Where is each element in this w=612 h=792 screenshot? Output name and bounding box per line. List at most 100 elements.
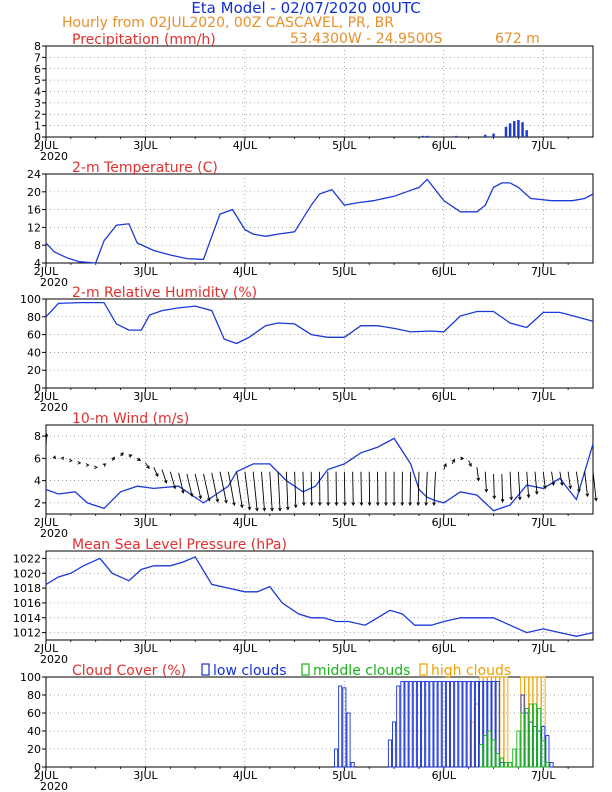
cloud-bar-high-clouds — [503, 676, 509, 768]
wind-arrow-head — [392, 502, 396, 507]
wind-arrow — [310, 471, 313, 506]
x-tick-label: 5JUL — [332, 516, 357, 529]
y-tick-label: 24 — [27, 168, 41, 181]
wind-arrow-head — [416, 502, 421, 507]
x-tick-label: 7JUL — [531, 265, 556, 278]
y-tick-label: 1016 — [13, 597, 41, 610]
wind-arrow-head — [560, 482, 564, 486]
wind-arrow — [360, 471, 362, 506]
x-tick-label: 7JUL — [531, 642, 556, 655]
cloud-bar-low-clouds — [421, 681, 426, 768]
wind-arrow-head — [568, 485, 573, 490]
cloud-bar-low-clouds — [346, 712, 351, 768]
wind-arrow-head — [240, 504, 244, 509]
cloud-bar-middle-clouds — [528, 703, 533, 768]
legend-swatch — [301, 663, 310, 676]
x-tick-label: 6JUL — [432, 516, 457, 529]
legend-swatch — [201, 663, 210, 676]
wind-arrow-head — [172, 485, 177, 490]
x-tick-label: 7JUL — [531, 516, 556, 529]
wind-arrow — [277, 471, 281, 511]
wind-arrow-head — [318, 502, 322, 507]
cloud-bar-middle-clouds — [532, 703, 537, 768]
cloud-bar-low-clouds — [528, 721, 533, 768]
cloud-bar-low-clouds — [404, 681, 409, 768]
cloud-legend: low clouds middle clouds high clouds — [201, 663, 511, 679]
x-tick-label: 2JUL — [34, 769, 59, 782]
cloud-bar-middle-clouds — [487, 730, 492, 768]
wind-arrow — [592, 471, 597, 501]
cloud-bar-middle-clouds — [499, 757, 504, 768]
wind-arrow — [302, 471, 305, 506]
wind-arrow — [211, 472, 219, 502]
y-tick-label: 100 — [20, 293, 41, 306]
cloud-bar-low-clouds — [441, 681, 446, 768]
precip-bar — [421, 135, 425, 137]
cloud-bar-low-clouds — [437, 681, 442, 768]
x-tick-label: 3JUL — [133, 516, 158, 529]
legend-label: middle clouds — [313, 663, 410, 679]
cloud-bar-low-clouds — [495, 681, 500, 768]
y-tick-label: 3 — [34, 97, 41, 110]
wind-arrow-head — [594, 497, 598, 502]
cloud-bar-low-clouds — [541, 726, 546, 768]
cloud-bar-low-clouds — [433, 681, 438, 768]
wind-arrow-head — [443, 463, 447, 467]
cloud-bar-middle-clouds — [524, 708, 529, 768]
panel-title: 2-m Relative Humidity (%) — [72, 285, 257, 301]
y-tick-label: 1022 — [13, 552, 41, 565]
wind-arrow-head — [60, 456, 64, 461]
panel-6: 0 20 40 60 80 100 2JUL 3JUL 4JUL 5JUL 6JUL 7JUL 2020… — [20, 663, 594, 792]
cloud-bar-low-clouds — [549, 762, 554, 768]
cloud-bar-low-clouds — [416, 681, 421, 768]
wind-arrow — [161, 469, 167, 483]
wind-arrow-head — [189, 493, 194, 498]
wind-arrow — [468, 460, 472, 467]
series-line — [45, 437, 594, 512]
x-tick-label: 5JUL — [332, 769, 357, 782]
x-year-label: 2020 — [40, 401, 68, 414]
x-tick-label: 4JUL — [233, 139, 258, 152]
wind-arrow — [194, 473, 202, 499]
y-tick-label: 7 — [34, 51, 41, 64]
wind-arrow-head — [111, 456, 115, 461]
precip-bar — [513, 121, 516, 137]
panel-4: 2 4 6 8 2JUL 3JUL 4JUL 5JUL 6JUL 7JUL 2020 10-m Win… — [34, 411, 598, 540]
wind-arrow — [493, 473, 495, 499]
cloud-bar-low-clouds — [334, 748, 339, 768]
wind-arrow-head — [384, 502, 388, 507]
cloud-bar-middle-clouds — [495, 753, 500, 768]
cloud-bar-low-clouds — [400, 681, 405, 768]
cloud-bar-low-clouds — [396, 685, 401, 768]
location-coords: 53.4300W - 24.9500S — [290, 31, 443, 47]
precip-bar — [525, 130, 528, 137]
wind-arrow — [559, 471, 563, 486]
wind-arrow-head — [181, 489, 185, 494]
x-tick-label: 4JUL — [233, 265, 258, 278]
wind-arrow — [575, 471, 580, 492]
wind-arrow — [169, 471, 176, 489]
wind-arrow — [433, 471, 436, 506]
wind-arrow-head — [232, 502, 236, 507]
wind-arrow — [153, 467, 159, 477]
x-tick-label: 2JUL — [34, 390, 59, 403]
wind-arrow-head — [400, 502, 405, 507]
panel-frame — [45, 298, 594, 389]
y-tick-label: 20 — [27, 743, 41, 756]
wind-arrow-head — [509, 496, 514, 501]
x-tick-label: 6JUL — [432, 265, 457, 278]
y-tick-label: 2 — [34, 497, 41, 510]
precip-bar — [492, 133, 495, 137]
x-tick-label: 7JUL — [531, 769, 556, 782]
location-elevation: 672 m — [495, 31, 540, 47]
wind-arrow-head — [247, 506, 252, 511]
wind-arrow — [285, 471, 289, 510]
wind-arrow-head — [120, 452, 124, 456]
y-tick-label: 40 — [27, 725, 41, 738]
legend-swatch — [419, 663, 428, 676]
cloud-bar-middle-clouds — [520, 712, 525, 768]
wind-arrow — [178, 472, 184, 493]
y-tick-label: 60 — [27, 707, 41, 720]
x-year-label: 2020 — [40, 527, 68, 540]
